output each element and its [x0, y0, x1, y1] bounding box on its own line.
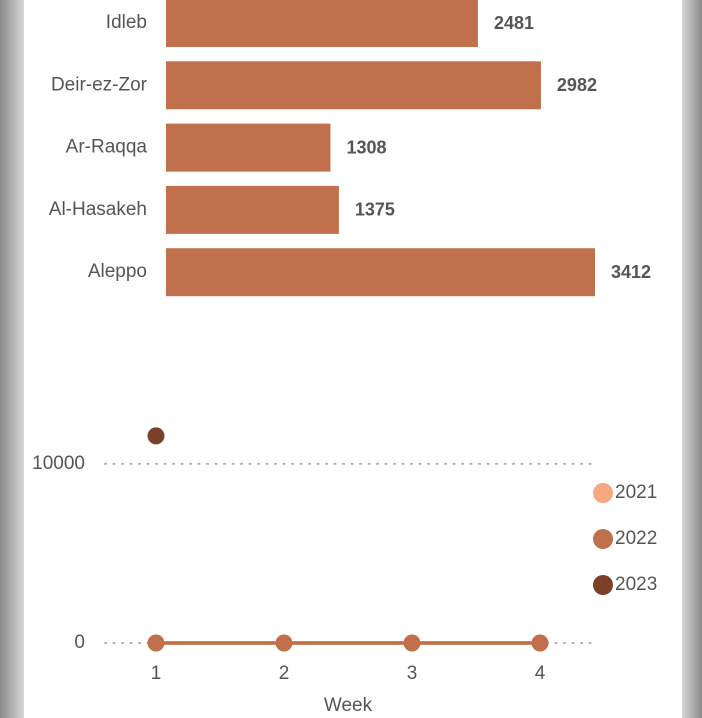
- category-label: Al-Hasakeh: [49, 199, 147, 220]
- legend-label: 2023: [615, 574, 657, 595]
- legend-marker: [593, 575, 613, 595]
- data-label: 1375: [355, 200, 395, 220]
- x-tick-label: 2: [279, 663, 290, 684]
- legend-marker: [593, 529, 613, 549]
- y-tick-label: 10000: [32, 453, 85, 474]
- bar: [166, 185, 339, 234]
- data-label: 1308: [346, 137, 386, 157]
- panel: [24, 0, 682, 718]
- point: [403, 634, 421, 652]
- x-tick-label: 1: [151, 663, 162, 684]
- point: [275, 634, 293, 652]
- x-tick-label: 4: [535, 663, 546, 684]
- legend-marker: [593, 483, 613, 503]
- bar: [166, 0, 478, 47]
- category-label: Deir-ez-Zor: [51, 74, 148, 95]
- category-label: Idleb: [106, 12, 147, 33]
- bar: [166, 61, 541, 110]
- point: [147, 427, 165, 445]
- data-label: 2982: [557, 75, 597, 95]
- legend-label: 2021: [615, 482, 657, 503]
- bar: [166, 123, 331, 172]
- point: [147, 634, 165, 652]
- data-label: 3412: [611, 262, 651, 282]
- category-label: Ar-Raqqa: [66, 137, 148, 158]
- x-axis-label: Week: [324, 695, 373, 716]
- x-tick-label: 3: [407, 663, 418, 684]
- point: [531, 634, 549, 652]
- y-tick-label: 0: [74, 632, 85, 653]
- category-label: Aleppo: [88, 261, 147, 282]
- left-border: [0, 0, 24, 718]
- bar: [166, 248, 595, 297]
- legend-label: 2022: [615, 528, 657, 549]
- right-border: [682, 0, 702, 718]
- data-label: 2481: [494, 13, 534, 33]
